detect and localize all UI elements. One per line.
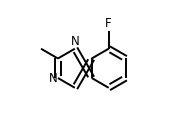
Text: F: F (105, 17, 112, 30)
Text: N: N (70, 35, 79, 48)
Text: N: N (48, 71, 57, 84)
